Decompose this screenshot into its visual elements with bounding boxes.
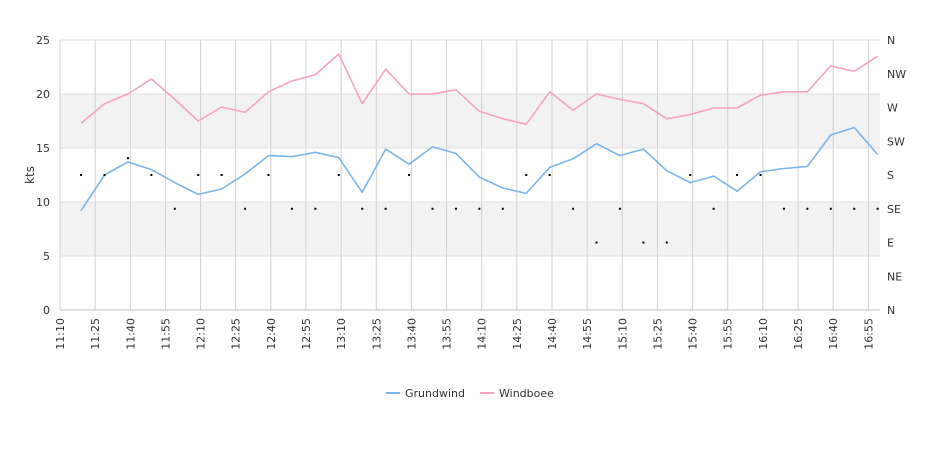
direction-point [642,241,645,244]
x-tick-label: 11:55 [159,318,172,350]
x-tick-label: 16:10 [757,318,770,350]
horizontal-gridlines [60,39,880,311]
series-line-grundwind [80,126,879,212]
x-tick-label: 12:10 [195,318,208,350]
x-tick-label: 16:25 [792,318,805,350]
direction-tick-label: E [887,237,894,250]
direction-point [150,174,153,176]
legend-label-windboee: Windboee [499,387,554,400]
direction-tick-label: NW [887,68,906,81]
direction-points [80,157,879,244]
direction-point [454,207,457,210]
legend: Grundwind Windboee [386,387,554,400]
x-axis-tick-labels: 11:10 11:25 11:40 11:55 12:10 12:25 12:40 12:55… [54,318,875,350]
y-tick-label: 25 [36,34,50,47]
direction-point [712,207,715,210]
direction-point [384,207,387,210]
direction-point [595,241,598,244]
direction-point [267,174,270,176]
vertical-gridlines [59,40,869,310]
direction-point [431,207,434,210]
direction-point [290,207,293,210]
x-tick-label: 11:40 [124,318,137,350]
x-tick-label: 12:40 [265,318,278,350]
y-tick-label: 10 [36,196,50,209]
y-tick-label: 20 [36,88,50,101]
direction-point [548,174,551,176]
direction-tick-label: W [887,102,898,115]
x-tick-label: 15:10 [616,318,629,350]
direction-point [759,174,762,176]
direction-point [337,174,340,176]
direction-point [876,207,879,210]
series-line-windboee [80,53,879,125]
x-tick-label: 11:25 [89,318,102,350]
direction-tick-label: N [887,34,895,47]
x-tick-label: 13:55 [441,318,454,350]
series-lines [80,53,879,212]
direction-point [173,207,176,210]
x-tick-label: 14:25 [511,318,524,350]
direction-tick-label: NE [887,270,902,283]
x-tick-label: 15:40 [687,318,700,350]
direction-point [220,174,223,176]
direction-point [829,207,832,210]
x-tick-label: 11:10 [54,318,67,350]
x-tick-label: 13:25 [370,318,383,350]
direction-point [314,207,317,210]
direction-point [525,174,528,176]
direction-point [478,207,481,210]
direction-point [736,174,739,176]
x-tick-label: 14:40 [546,318,559,350]
x-tick-label: 16:55 [862,318,875,350]
y-axis-label: kts [23,166,37,184]
x-tick-label: 12:25 [230,318,243,350]
direction-point [408,174,411,176]
x-tick-label: 15:55 [722,318,735,350]
x-tick-label: 14:10 [476,318,489,350]
direction-axis-tick-labels: N NE E SE S SW W NW N [887,34,906,317]
direction-point [244,207,247,210]
legend-label-grundwind: Grundwind [405,387,465,400]
direction-point [501,207,504,210]
direction-point [806,207,809,210]
direction-tick-label: S [887,169,894,182]
plot-band [60,202,880,256]
x-tick-label: 14:55 [581,318,594,350]
direction-point [689,174,692,176]
x-tick-label: 13:10 [335,318,348,350]
direction-point [103,174,106,176]
direction-point [361,207,364,210]
direction-tick-label: N [887,304,895,317]
y-tick-label: 0 [43,304,50,317]
direction-point [665,241,668,244]
direction-point [126,157,129,160]
x-tick-label: 12:55 [300,318,313,350]
direction-point [197,174,200,176]
direction-point [572,207,575,210]
direction-point [853,207,856,210]
x-tick-label: 15:25 [651,318,664,350]
direction-point [80,174,83,176]
x-tick-label: 16:40 [827,318,840,350]
direction-point [782,207,785,210]
y-axis-tick-labels: 0 5 10 15 20 25 [36,34,50,317]
y-tick-label: 15 [36,142,50,155]
direction-tick-label: SE [887,203,901,216]
x-tick-label: 13:40 [405,318,418,350]
y-tick-label: 5 [43,250,50,263]
direction-tick-label: SW [887,135,905,148]
direction-point [618,207,621,210]
